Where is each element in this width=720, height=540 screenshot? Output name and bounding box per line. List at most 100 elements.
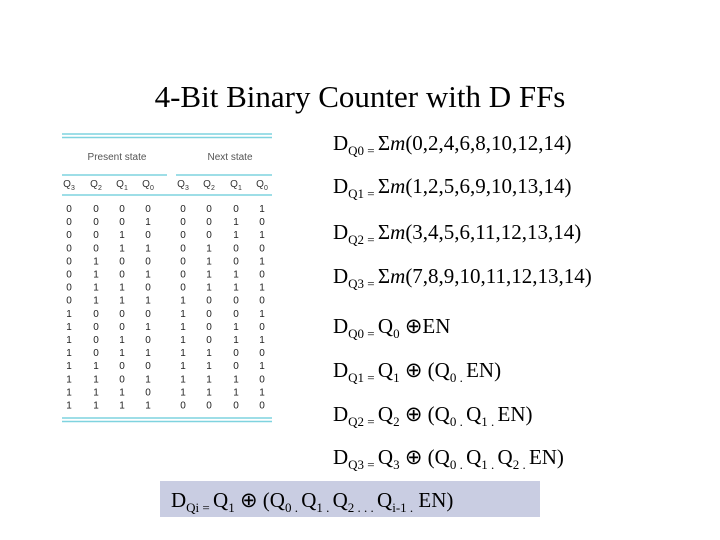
table-cell: 0 <box>206 230 212 241</box>
table-cell: 1 <box>66 401 72 412</box>
equation-part: (7,8,9,10,11,12,13,14) <box>405 264 591 288</box>
column-header-sub: 1 <box>238 185 242 192</box>
table-cell: 0 <box>233 204 239 215</box>
table-cell: 0 <box>259 270 265 281</box>
equation-part: i-1 . <box>392 500 413 515</box>
table-cell: 0 <box>66 230 72 241</box>
table-cell: 1 <box>233 322 239 333</box>
equation-part: (3,4,5,6,11,12,13,14) <box>405 220 581 244</box>
equation-part: ⊕ (Q <box>400 358 450 382</box>
table-cell: 0 <box>233 348 239 359</box>
table-cell: 1 <box>66 309 72 320</box>
table-cell: 0 <box>180 243 186 254</box>
column-header-base: Q <box>203 179 211 190</box>
table-cell: 0 <box>206 401 212 412</box>
equation-part: Q <box>377 488 392 512</box>
equation-part: 0 <box>393 326 400 341</box>
equation-part: 2 . . . <box>348 500 377 515</box>
equation-part: EN) <box>529 445 564 469</box>
table-cell: 1 <box>119 335 125 346</box>
table-cell: 1 <box>180 361 186 372</box>
table-cell: 0 <box>93 335 99 346</box>
table-cell: 1 <box>180 348 186 359</box>
table-cell: 0 <box>145 387 151 398</box>
table-cell: 0 <box>259 348 265 359</box>
equation-part: Q2 = <box>348 232 378 247</box>
equation: DQ0 = Q0 ⊕EN <box>333 314 450 341</box>
table-cell: 0 <box>66 296 72 307</box>
table-cell: 1 <box>233 230 239 241</box>
equation-part: m <box>390 174 405 198</box>
table-cell: 1 <box>259 309 265 320</box>
equation-part: D <box>333 402 348 426</box>
equation-part: 3 <box>393 457 400 472</box>
table-cell: 0 <box>180 230 186 241</box>
table-cell: 1 <box>66 348 72 359</box>
column-header-base: Q <box>256 179 264 190</box>
table-cell: 1 <box>93 361 99 372</box>
table-cell: 0 <box>93 243 99 254</box>
equation-part: EN) <box>413 488 453 512</box>
table-cell: 0 <box>233 256 239 267</box>
equation-part: EN) <box>498 402 533 426</box>
table-cell: 0 <box>233 296 239 307</box>
equation-part: D <box>333 264 348 288</box>
table-cell: 0 <box>233 361 239 372</box>
column-header-base: Q <box>230 179 238 190</box>
equation-part: D <box>333 220 348 244</box>
table-cell: 0 <box>145 256 151 267</box>
table-cell: 1 <box>66 374 72 385</box>
equation-part: Σ <box>378 131 390 155</box>
table-cell: 1 <box>206 283 212 294</box>
table-cell: 1 <box>233 335 239 346</box>
table-cell: 0 <box>145 309 151 320</box>
table-cell: 1 <box>145 217 151 228</box>
table-cell: 1 <box>119 296 125 307</box>
equation-part: 0 . <box>285 500 301 515</box>
equation-part: 1 . <box>481 457 497 472</box>
table-rules <box>62 133 272 423</box>
equation-part: (0,2,4,6,8,10,12,14) <box>405 131 571 155</box>
column-header-sub: 0 <box>150 185 154 192</box>
equation-part: 2 <box>393 414 400 429</box>
table-cell: 0 <box>119 270 125 281</box>
table-cell: 1 <box>206 374 212 385</box>
equation-part: (1,2,5,6,9,10,13,14) <box>405 174 571 198</box>
table-cell: 0 <box>180 270 186 281</box>
table-cell: 0 <box>119 217 125 228</box>
equation-part: Q <box>378 445 393 469</box>
equation: DQ2 = Q2 ⊕ (Q0 . Q1 . EN) <box>333 402 533 429</box>
column-header-sub: 3 <box>71 185 75 192</box>
table-cell: 1 <box>145 322 151 333</box>
equation-part: ⊕ (Q <box>400 402 450 426</box>
table-cell: 1 <box>180 387 186 398</box>
table-cell: 1 <box>206 348 212 359</box>
table-cell: 0 <box>145 204 151 215</box>
table-cell: 0 <box>66 243 72 254</box>
equation-part: Q2 = <box>348 414 378 429</box>
equation-part: m <box>390 220 405 244</box>
table-cell: 1 <box>66 322 72 333</box>
table-cell: 0 <box>206 217 212 228</box>
table-cell: 1 <box>93 401 99 412</box>
table-cell: 1 <box>66 361 72 372</box>
equation-part: ⊕EN <box>400 314 451 338</box>
equation: DQ0 = Σm(0,2,4,6,8,10,12,14) <box>333 131 572 158</box>
table-cell: 1 <box>233 283 239 294</box>
general-equation: DQi = Q1 ⊕ (Q0 . Q1 . Q2 . . . Qi-1 . EN… <box>171 488 453 515</box>
column-header: Q1 <box>230 179 242 192</box>
table-cell: 1 <box>206 387 212 398</box>
equation-part: 1 <box>393 370 400 385</box>
table-cell: 0 <box>180 204 186 215</box>
group-heading-text: Present state <box>88 152 147 163</box>
table-cell: 1 <box>145 401 151 412</box>
table-cell: 1 <box>259 361 265 372</box>
equation-part: Q0 = <box>348 143 378 158</box>
table-cell: 0 <box>145 335 151 346</box>
equation-part: 1 <box>228 500 235 515</box>
column-header-base: Q <box>142 179 150 190</box>
table-cell: 1 <box>233 217 239 228</box>
table-cell: 0 <box>66 270 72 281</box>
table-cell: 1 <box>119 387 125 398</box>
table-cell: 1 <box>93 270 99 281</box>
